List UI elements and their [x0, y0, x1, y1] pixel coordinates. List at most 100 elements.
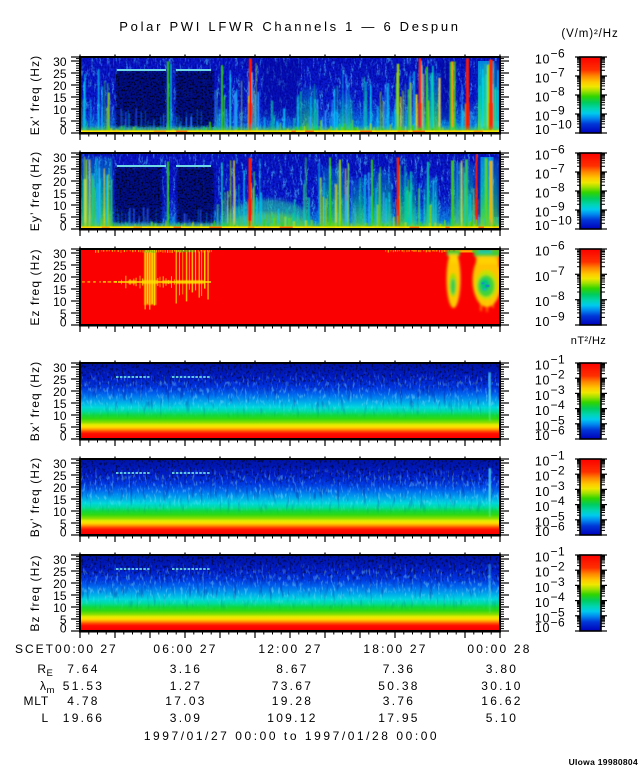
svg-text:5: 5 — [60, 307, 67, 321]
svg-text:5: 5 — [60, 517, 67, 531]
svg-text:−6: −6 — [551, 424, 566, 438]
svg-text:06:00 27: 06:00 27 — [153, 642, 217, 656]
svg-text:0: 0 — [60, 220, 67, 234]
svg-text:5: 5 — [60, 115, 67, 129]
svg-text:−5: −5 — [551, 413, 566, 427]
svg-text:10: 10 — [535, 389, 550, 403]
svg-text:10: 10 — [535, 53, 550, 67]
svg-text:25: 25 — [53, 373, 67, 387]
svg-text:Bz freq (Hz): Bz freq (Hz) — [28, 554, 42, 631]
svg-text:MLT: MLT — [23, 694, 49, 708]
svg-text:−6: −6 — [551, 239, 566, 253]
svg-text:0: 0 — [60, 430, 67, 444]
svg-text:−4: −4 — [551, 494, 566, 508]
svg-text:109.12: 109.12 — [267, 711, 318, 725]
svg-text:10: 10 — [535, 187, 550, 201]
svg-text:−7: −7 — [551, 162, 566, 176]
svg-text:−9: −9 — [551, 310, 566, 324]
svg-text:nT²/Hz: nT²/Hz — [571, 335, 606, 347]
svg-text:−2: −2 — [551, 560, 566, 574]
svg-text:−7: −7 — [551, 264, 566, 278]
svg-text:25: 25 — [53, 67, 67, 81]
svg-text:m: m — [47, 685, 55, 696]
svg-text:−2: −2 — [551, 368, 566, 382]
svg-text:E: E — [47, 668, 53, 679]
svg-text:10: 10 — [535, 566, 550, 580]
svg-text:0: 0 — [60, 316, 67, 330]
svg-text:3.09: 3.09 — [170, 711, 203, 725]
svg-text:30.10: 30.10 — [481, 679, 523, 693]
svg-text:−5: −5 — [551, 509, 566, 523]
svg-text:−2: −2 — [551, 464, 566, 478]
svg-text:25: 25 — [53, 565, 67, 579]
svg-text:3.80: 3.80 — [486, 662, 519, 676]
svg-text:λ: λ — [40, 679, 46, 693]
svg-text:10: 10 — [535, 110, 550, 124]
svg-text:UIowa 19980804: UIowa 19980804 — [569, 757, 638, 767]
svg-text:−8: −8 — [551, 181, 566, 195]
svg-text:10: 10 — [535, 551, 550, 565]
svg-text:Ez freq (Hz): Ez freq (Hz) — [28, 248, 42, 325]
svg-text:10: 10 — [53, 199, 67, 213]
svg-text:20: 20 — [53, 271, 67, 285]
svg-text:10: 10 — [535, 270, 550, 284]
svg-text:L: L — [42, 711, 49, 725]
svg-text:19.66: 19.66 — [63, 711, 105, 725]
svg-text:−8: −8 — [551, 289, 566, 303]
svg-text:10: 10 — [535, 429, 550, 443]
svg-text:10: 10 — [53, 409, 67, 423]
svg-text:−1: −1 — [551, 353, 566, 367]
svg-text:(V/m)²/Hz: (V/m)²/Hz — [561, 28, 618, 40]
svg-text:−9: −9 — [551, 200, 566, 214]
svg-text:5: 5 — [60, 421, 67, 435]
svg-text:10: 10 — [535, 149, 550, 163]
svg-text:10: 10 — [535, 621, 550, 635]
svg-text:15: 15 — [53, 589, 67, 603]
svg-text:10: 10 — [535, 72, 550, 86]
svg-text:30: 30 — [53, 247, 67, 261]
svg-text:Ey’ freq (Hz): Ey’ freq (Hz) — [28, 151, 42, 232]
svg-text:15: 15 — [53, 283, 67, 297]
svg-text:10: 10 — [535, 404, 550, 418]
svg-text:20: 20 — [53, 481, 67, 495]
svg-text:0: 0 — [60, 124, 67, 138]
svg-text:0: 0 — [60, 622, 67, 636]
svg-text:10: 10 — [535, 295, 550, 309]
svg-text:20: 20 — [53, 385, 67, 399]
svg-text:−8: −8 — [551, 85, 566, 99]
svg-text:15: 15 — [53, 187, 67, 201]
svg-text:20: 20 — [53, 79, 67, 93]
svg-text:10: 10 — [53, 505, 67, 519]
svg-text:−10: −10 — [551, 214, 573, 228]
svg-text:10: 10 — [535, 419, 550, 433]
svg-text:−3: −3 — [551, 575, 566, 589]
svg-text:25: 25 — [53, 163, 67, 177]
svg-text:10: 10 — [53, 103, 67, 117]
svg-text:−4: −4 — [551, 590, 566, 604]
svg-text:1.27: 1.27 — [170, 679, 203, 693]
svg-text:51.53: 51.53 — [63, 679, 105, 693]
svg-text:10: 10 — [53, 295, 67, 309]
svg-text:10: 10 — [535, 525, 550, 539]
svg-text:10: 10 — [535, 123, 550, 137]
svg-text:Ex’ freq (Hz): Ex’ freq (Hz) — [28, 55, 42, 136]
svg-text:−3: −3 — [551, 479, 566, 493]
svg-text:10: 10 — [535, 611, 550, 625]
svg-text:1997/01/27 00:00 to 1997/01/28: 1997/01/27 00:00 to 1997/01/28 00:00 — [144, 729, 439, 743]
svg-text:19.28: 19.28 — [272, 694, 314, 708]
svg-text:10: 10 — [535, 359, 550, 373]
svg-text:SCET00:00 27: SCET00:00 27 — [15, 642, 118, 656]
svg-text:−4: −4 — [551, 398, 566, 412]
svg-text:17.95: 17.95 — [378, 711, 420, 725]
svg-text:30: 30 — [53, 553, 67, 567]
svg-text:10: 10 — [535, 596, 550, 610]
svg-text:25: 25 — [53, 469, 67, 483]
svg-text:17.03: 17.03 — [165, 694, 207, 708]
svg-text:4.78: 4.78 — [67, 694, 100, 708]
svg-text:10: 10 — [535, 455, 550, 469]
svg-text:10: 10 — [535, 219, 550, 233]
svg-text:−6: −6 — [551, 616, 566, 630]
svg-text:16.62: 16.62 — [481, 694, 523, 708]
svg-text:10: 10 — [535, 206, 550, 220]
svg-text:−9: −9 — [551, 104, 566, 118]
